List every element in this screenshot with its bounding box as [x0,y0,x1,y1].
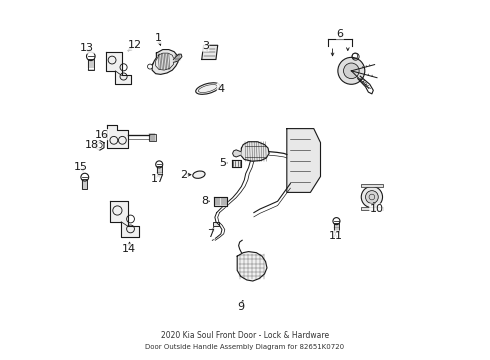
Text: 8: 8 [201,196,208,206]
Text: 13: 13 [80,43,94,53]
Text: 14: 14 [122,244,136,254]
Polygon shape [110,201,139,237]
Bar [361,207,383,211]
Bar [82,179,88,189]
Text: 3: 3 [202,41,209,51]
Polygon shape [287,129,320,192]
Polygon shape [232,160,242,167]
Polygon shape [214,197,227,206]
Text: 17: 17 [151,174,165,184]
Text: 4: 4 [218,84,224,94]
Circle shape [343,63,359,78]
Polygon shape [241,142,269,161]
Text: 9: 9 [237,302,244,312]
Polygon shape [233,150,241,157]
Text: 6: 6 [337,29,343,39]
Text: 2020 Kia Soul Front Door - Lock & Hardware: 2020 Kia Soul Front Door - Lock & Hardwa… [161,332,329,341]
Text: 12: 12 [128,40,142,50]
Circle shape [361,186,383,208]
Polygon shape [237,252,267,281]
Polygon shape [152,50,178,75]
Text: 15: 15 [74,162,88,171]
Ellipse shape [196,83,220,94]
Circle shape [366,191,378,203]
Text: 16: 16 [95,130,108,140]
Circle shape [338,57,365,84]
Ellipse shape [193,171,205,178]
Text: 1: 1 [155,33,162,43]
Bar [157,166,162,175]
FancyBboxPatch shape [148,134,156,141]
Text: 5: 5 [220,158,226,168]
Polygon shape [96,140,104,150]
Polygon shape [173,54,182,62]
Text: 10: 10 [370,204,384,214]
Text: 11: 11 [328,231,343,241]
Polygon shape [106,53,131,84]
FancyBboxPatch shape [213,222,220,226]
Text: 7: 7 [207,229,215,239]
Circle shape [147,64,152,69]
Bar [334,223,339,232]
Text: Door Outside Handle Assembly Diagram for 82651K0720: Door Outside Handle Assembly Diagram for… [146,344,344,350]
Polygon shape [107,125,128,148]
Text: 18: 18 [85,140,99,150]
Text: 2: 2 [180,170,188,180]
Bar [88,59,94,69]
Polygon shape [202,45,218,59]
Bar [361,184,383,187]
